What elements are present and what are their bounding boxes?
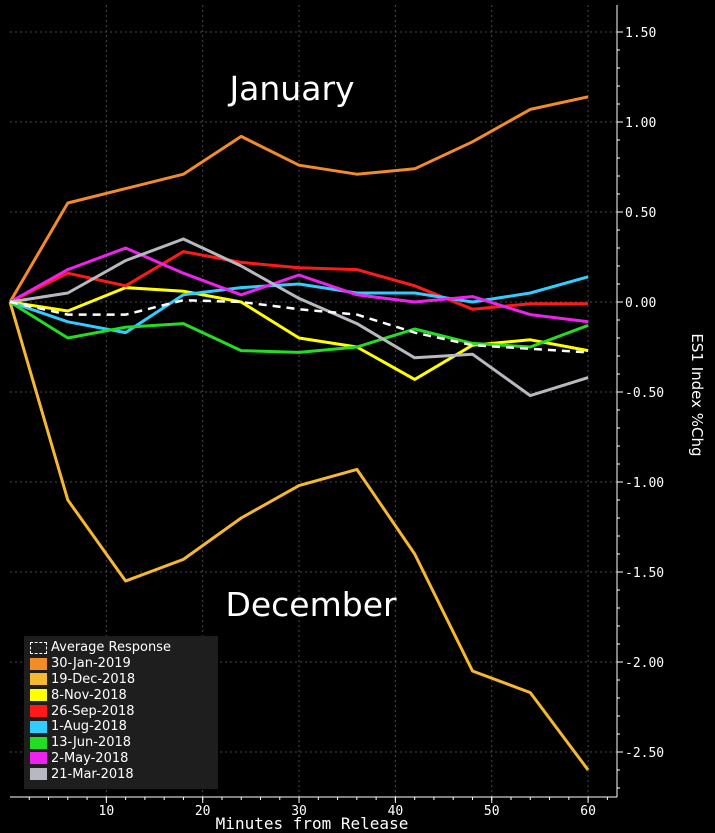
axes: 1.50 1.00 0.50 0.00 -0.50 -1.00 -1.50 -2.00 -2.5…	[10, 5, 664, 819]
legend-item: Average Response	[30, 640, 218, 656]
series-line-2-may-2018	[9, 246, 589, 324]
series-lines	[8, 95, 590, 771]
legend-label: 8-Nov-2018	[51, 687, 127, 703]
legend-swatch	[30, 641, 47, 654]
legend-item: 1-Aug-2018	[30, 719, 218, 735]
annotation-january: January	[227, 69, 354, 108]
legend-label: 2-May-2018	[51, 750, 129, 766]
series-line-30-jan-2019	[8, 95, 589, 303]
series-line-13-jun-2018	[9, 300, 589, 354]
series-line-26-sep-2018	[9, 250, 589, 311]
y-tick-label: -2.00	[625, 656, 664, 671]
x-tick-label: 30	[291, 804, 307, 819]
legend-swatch	[30, 768, 47, 781]
legend-swatch	[30, 689, 47, 702]
legend-item: 2-May-2018	[30, 751, 218, 767]
series-line-1-aug-2018	[9, 275, 589, 335]
x-tick-label: 40	[388, 804, 404, 819]
legend-label: 1-Aug-2018	[51, 719, 127, 735]
series-line-21-mar-2018	[9, 237, 589, 398]
x-axis-label: Minutes from Release	[216, 814, 409, 833]
legend-swatch	[30, 673, 47, 686]
legend-item: 26-Sep-2018	[30, 703, 218, 719]
y-tick-label: 1.00	[625, 116, 656, 131]
legend-label: 13-Jun-2018	[51, 735, 132, 751]
legend-item: 21-Mar-2018	[30, 766, 218, 782]
y-axis-label: ES1 Index %Chg	[688, 333, 706, 456]
legend-swatch	[30, 657, 47, 670]
x-tick-label: 60	[580, 804, 596, 819]
legend: Average Response 30-Jan-2019 19-Dec-2018 8-…	[24, 636, 218, 789]
y-tick-label: 1.50	[625, 26, 656, 41]
legend-swatch	[30, 736, 47, 749]
legend-item: 13-Jun-2018	[30, 735, 218, 751]
legend-swatch	[30, 752, 47, 765]
x-tick-label: 50	[484, 804, 500, 819]
y-tick-label: -1.00	[625, 476, 664, 491]
legend-label: 30-Jan-2019	[51, 656, 131, 672]
y-tick-label: 0.00	[625, 296, 656, 311]
legend-item: 19-Dec-2018	[30, 672, 218, 688]
y-tick-label: -1.50	[625, 566, 664, 581]
legend-label: 26-Sep-2018	[51, 703, 135, 719]
series-line-19-dec-2018	[8, 301, 590, 771]
y-tick-label: 0.50	[625, 206, 656, 221]
annotation-december: December	[225, 585, 397, 624]
legend-label: 21-Mar-2018	[51, 766, 134, 782]
legend-swatch	[30, 720, 47, 733]
legend-swatch	[30, 705, 47, 718]
y-tick-label: -0.50	[625, 386, 664, 401]
x-tick-label: 20	[195, 804, 211, 819]
legend-label: Average Response	[51, 640, 171, 656]
legend-item: 30-Jan-2019	[30, 656, 218, 672]
y-tick-label: -2.50	[625, 746, 664, 761]
x-tick-label: 10	[99, 804, 115, 819]
legend-item: 8-Nov-2018	[30, 687, 218, 703]
legend-label: 19-Dec-2018	[51, 671, 136, 687]
